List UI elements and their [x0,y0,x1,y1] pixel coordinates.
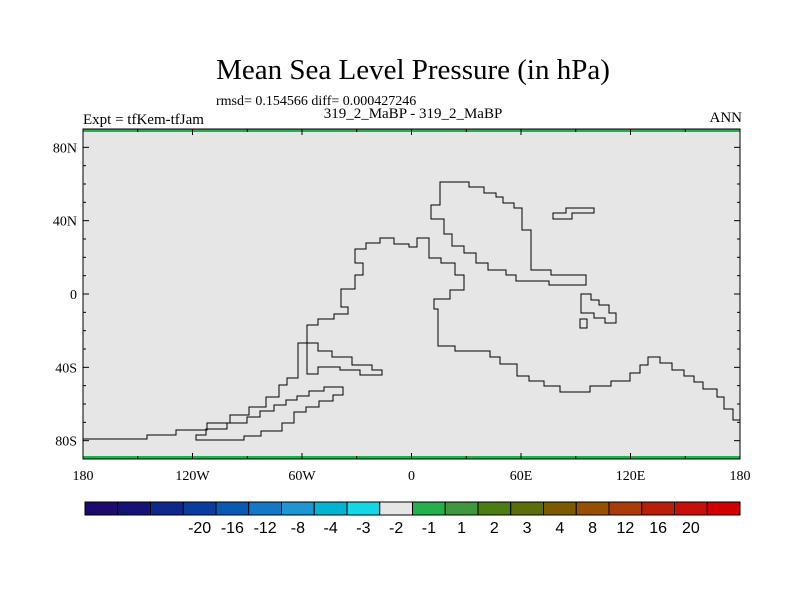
coastline-island-chain [195,386,344,441]
colorbar-label: 1 [457,520,466,537]
lon-tick-label: 60E [510,469,533,484]
season-label: ANN [709,110,743,126]
coastlines [83,181,740,441]
colorbar-swatch [477,501,512,516]
comparison-label: 319_2_MaBP - 319_2_MaBP [323,106,503,122]
colorbar-swatch [706,501,741,516]
lat-tick-label: 80S [55,435,77,450]
lon-tick-label: 0 [408,469,415,484]
lat-tick-label: 80N [53,141,77,156]
colorbar: -20 -16 -12 -8 -4 -3 -2 -1 1 2 3 4 8 12 16 20 [84,501,741,537]
colorbar-label: -4 [324,520,338,537]
colorbar-label: 2 [490,520,499,537]
longitude-ticks: 180 120W 60W 0 60E 120E 180 [73,129,751,484]
lat-tick-label: 40S [55,361,77,376]
colorbar-swatch [248,501,282,516]
colorbar-swatch [674,501,708,516]
coastline-east-island [552,207,595,220]
coastline-small-island [579,318,588,329]
latitude-ticks: 80N 40N 0 40S 80S [53,141,740,450]
statistics-line: rmsd= 0.154566 diff= 0.000427246 [216,94,417,109]
colorbar-label: -1 [422,520,436,537]
colorbar-swatch [575,501,610,516]
colorbar-label: -3 [356,520,370,537]
lat-tick-label: 40N [53,215,77,230]
experiment-label: Expt = tfKem-tfJam [83,112,204,128]
lon-tick-label: 120E [616,469,646,484]
colorbar-swatch [215,501,250,516]
colorbar-swatch [313,501,348,516]
lon-tick-label: 60W [288,469,316,484]
coastline-americas [83,237,740,440]
colorbar-label: 4 [555,520,564,537]
coastline-north-landmass [430,181,587,286]
colorbar-swatch [84,501,119,516]
lon-tick-label: 120W [175,469,210,484]
colorbar-swatch [379,501,413,516]
map-title: Mean Sea Level Pressure (in hPa) [216,54,610,86]
colorbar-swatch [117,501,151,516]
lon-tick-label: 180 [730,469,751,484]
colorbar-swatch [346,501,381,516]
colorbar-swatch [641,501,675,516]
coastline-east-peninsula [580,293,617,324]
colorbar-swatch [608,501,643,516]
colorbar-swatch [444,501,479,516]
map-plot-area [83,129,740,459]
coastline-central-america [306,342,383,376]
colorbar-label: -2 [389,520,403,537]
colorbar-label: -20 [188,520,211,537]
colorbar-swatch [281,501,315,516]
colorbar-label: -8 [291,520,305,537]
colorbar-label: -16 [221,520,244,537]
colorbar-label: 16 [649,520,667,537]
lat-tick-label: 0 [70,288,77,303]
colorbar-label: 20 [682,520,700,537]
colorbar-swatch [510,501,544,516]
colorbar-label: 3 [523,520,532,537]
lon-tick-label: 180 [73,469,94,484]
colorbar-swatch [543,501,577,516]
colorbar-swatch [412,501,446,516]
colorbar-swatch [182,501,217,516]
colorbar-label: 12 [616,520,634,537]
colorbar-label: -12 [254,520,277,537]
colorbar-label: 8 [588,520,597,537]
colorbar-swatch [150,501,184,516]
